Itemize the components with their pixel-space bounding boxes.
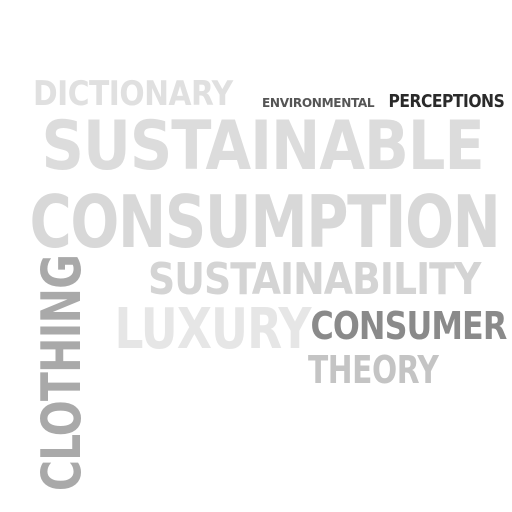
word-sustainability: SUSTAINABILITY xyxy=(147,254,481,305)
word-sustainable: SUSTAINABLE xyxy=(41,107,485,186)
word-clothing-box: CLOTHING xyxy=(30,254,94,492)
word-theory: THEORY xyxy=(307,348,439,392)
word-consumption-box: CONSUMPTION xyxy=(29,180,501,264)
word-sustainability-box: SUSTAINABILITY xyxy=(147,254,481,305)
word-perceptions: PERCEPTIONS xyxy=(388,91,504,112)
word-sustainable-box: SUSTAINABLE xyxy=(41,107,485,186)
word-dictionary: DICTIONARY xyxy=(33,74,233,114)
word-consumer-box: CONSUMER xyxy=(310,304,507,348)
word-perceptions-box: PERCEPTIONS xyxy=(388,92,504,112)
word-environmental-box: ENVIRONMENTAL xyxy=(261,96,375,110)
word-theory-box: THEORY xyxy=(307,348,439,392)
word-luxury-box: LUXURY xyxy=(114,297,311,362)
word-consumer: CONSUMER xyxy=(310,304,507,348)
word-clothing: CLOTHING xyxy=(30,254,94,492)
word-environmental: ENVIRONMENTAL xyxy=(261,96,375,110)
word-consumption: CONSUMPTION xyxy=(29,180,501,264)
word-dictionary-box: DICTIONARY xyxy=(33,76,233,112)
word-luxury: LUXURY xyxy=(114,297,311,362)
